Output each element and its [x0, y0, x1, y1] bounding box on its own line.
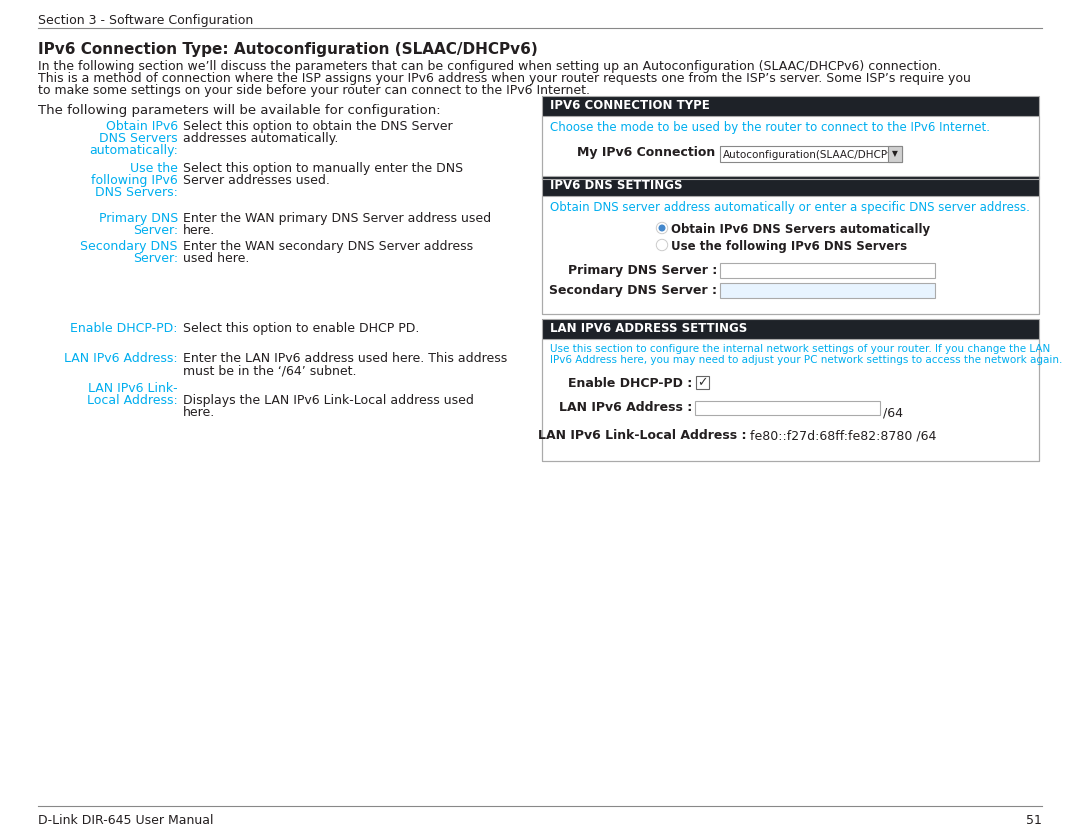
Text: Primary DNS: Primary DNS [98, 212, 178, 225]
Text: Primary DNS Server :: Primary DNS Server : [568, 264, 717, 277]
Text: Enter the WAN primary DNS Server address used: Enter the WAN primary DNS Server address… [183, 212, 491, 225]
Text: Section 3 - Software Configuration: Section 3 - Software Configuration [38, 14, 253, 27]
Text: here.: here. [183, 224, 215, 237]
Text: D-Link DIR-645 User Manual: D-Link DIR-645 User Manual [38, 814, 214, 827]
Text: LAN IPv6 Link-: LAN IPv6 Link- [89, 382, 178, 395]
Text: Server:: Server: [133, 252, 178, 265]
Text: LAN IPV6 ADDRESS SETTINGS: LAN IPV6 ADDRESS SETTINGS [550, 322, 747, 335]
Text: IPV6 DNS SETTINGS: IPV6 DNS SETTINGS [550, 179, 683, 192]
Text: LAN IPv6 Address:: LAN IPv6 Address: [65, 352, 178, 365]
Circle shape [657, 239, 667, 250]
Text: Use this section to configure the internal network settings of your router. If y: Use this section to configure the intern… [550, 344, 1050, 354]
Circle shape [658, 224, 666, 233]
FancyBboxPatch shape [696, 376, 708, 389]
Text: Enable DHCP-PD :: Enable DHCP-PD : [568, 377, 692, 390]
Text: Obtain DNS server address automatically or enter a specific DNS server address.: Obtain DNS server address automatically … [550, 201, 1030, 214]
Text: Secondary DNS: Secondary DNS [81, 240, 178, 253]
Text: Choose the mode to be used by the router to connect to the IPv6 Internet.: Choose the mode to be used by the router… [550, 121, 990, 134]
Text: In the following section we’ll discuss the parameters that can be configured whe: In the following section we’ll discuss t… [38, 60, 942, 73]
Text: LAN IPv6 Link-Local Address :: LAN IPv6 Link-Local Address : [539, 429, 747, 442]
Text: Use the: Use the [130, 162, 178, 175]
Text: LAN IPv6 Address :: LAN IPv6 Address : [558, 401, 692, 414]
FancyBboxPatch shape [696, 401, 880, 415]
FancyBboxPatch shape [542, 319, 1039, 339]
Text: Select this option to obtain the DNS Server: Select this option to obtain the DNS Ser… [183, 120, 453, 133]
FancyBboxPatch shape [542, 196, 1039, 314]
Text: to make some settings on your side before your router can connect to the IPv6 In: to make some settings on your side befor… [38, 84, 590, 97]
Text: Select this option to enable DHCP PD.: Select this option to enable DHCP PD. [183, 322, 419, 335]
Text: automatically:: automatically: [90, 144, 178, 157]
Text: 51: 51 [1026, 814, 1042, 827]
Text: Server addresses used.: Server addresses used. [183, 174, 329, 187]
Circle shape [659, 225, 665, 231]
Text: Enable DHCP-PD:: Enable DHCP-PD: [70, 322, 178, 335]
FancyBboxPatch shape [542, 96, 1039, 116]
Text: My IPv6 Connection is :: My IPv6 Connection is : [577, 146, 741, 159]
Text: Displays the LAN IPv6 Link-Local address used: Displays the LAN IPv6 Link-Local address… [183, 394, 474, 407]
Text: /64: /64 [883, 406, 903, 419]
Circle shape [657, 223, 667, 234]
Text: Obtain IPv6: Obtain IPv6 [106, 120, 178, 133]
FancyBboxPatch shape [542, 176, 1039, 196]
FancyBboxPatch shape [720, 146, 902, 162]
Text: addresses automatically.: addresses automatically. [183, 132, 338, 145]
Text: Select this option to manually enter the DNS: Select this option to manually enter the… [183, 162, 463, 175]
Text: Server:: Server: [133, 224, 178, 237]
Text: Enter the WAN secondary DNS Server address: Enter the WAN secondary DNS Server addre… [183, 240, 473, 253]
FancyBboxPatch shape [720, 263, 935, 278]
Text: here.: here. [183, 406, 215, 419]
Text: must be in the ‘/64’ subnet.: must be in the ‘/64’ subnet. [183, 364, 356, 377]
Text: Secondary DNS Server :: Secondary DNS Server : [549, 284, 717, 297]
Text: ✓: ✓ [698, 376, 707, 389]
Text: IPv6 Address here, you may need to adjust your PC network settings to access the: IPv6 Address here, you may need to adjus… [550, 355, 1063, 365]
Text: Enter the LAN IPv6 address used here. This address: Enter the LAN IPv6 address used here. Th… [183, 352, 508, 365]
Text: Autoconfiguration(SLAAC/DHCPv6): Autoconfiguration(SLAAC/DHCPv6) [723, 150, 905, 160]
Text: DNS Servers:: DNS Servers: [95, 186, 178, 199]
FancyBboxPatch shape [720, 283, 935, 298]
Text: fe80::f27d:68ff:fe82:8780 /64: fe80::f27d:68ff:fe82:8780 /64 [750, 429, 936, 442]
Text: DNS Servers: DNS Servers [99, 132, 178, 145]
Text: IPV6 CONNECTION TYPE: IPV6 CONNECTION TYPE [550, 99, 710, 112]
Text: Obtain IPv6 DNS Servers automatically: Obtain IPv6 DNS Servers automatically [671, 223, 930, 236]
Text: Use the following IPv6 DNS Servers: Use the following IPv6 DNS Servers [671, 240, 907, 253]
Text: Local Address:: Local Address: [87, 394, 178, 407]
Text: IPv6 Connection Type: Autoconfiguration (SLAAC/DHCPv6): IPv6 Connection Type: Autoconfiguration … [38, 42, 538, 57]
FancyBboxPatch shape [542, 116, 1039, 179]
Circle shape [658, 240, 666, 249]
Text: The following parameters will be available for configuration:: The following parameters will be availab… [38, 104, 441, 117]
Text: This is a method of connection where the ISP assigns your IPv6 address when your: This is a method of connection where the… [38, 72, 971, 85]
FancyBboxPatch shape [542, 339, 1039, 461]
FancyBboxPatch shape [888, 146, 902, 162]
Text: ▼: ▼ [892, 149, 897, 158]
Text: used here.: used here. [183, 252, 249, 265]
Text: following IPv6: following IPv6 [91, 174, 178, 187]
